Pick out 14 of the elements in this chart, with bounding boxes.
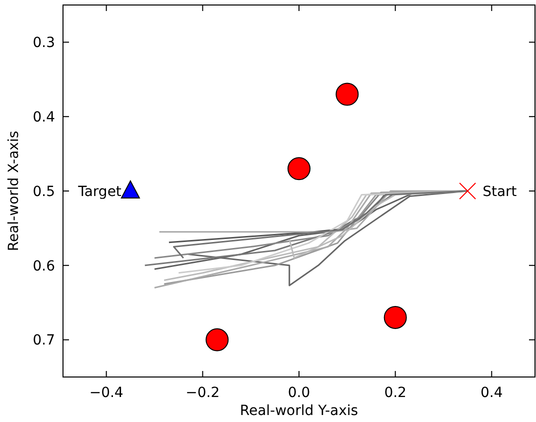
x-axis-title: Real-world Y-axis xyxy=(240,403,358,419)
x-tick-label: 0.4 xyxy=(480,385,503,401)
annotation: Start xyxy=(482,184,518,200)
x-tick-label: 0.0 xyxy=(288,385,310,401)
y-tick-label: 0.6 xyxy=(32,258,56,274)
y-tick-label: 0.5 xyxy=(32,184,55,200)
x-tick-label: −0.2 xyxy=(186,385,220,401)
x-tick-label: 0.2 xyxy=(384,385,406,401)
y-axis-title: Real-world X-axis xyxy=(6,130,22,252)
x-tick-label: −0.4 xyxy=(89,385,124,401)
annotation: Target xyxy=(77,184,122,200)
y-tick-label: 0.4 xyxy=(32,110,56,126)
y-tick-label: 0.3 xyxy=(32,35,55,52)
y-tick-label: 0.7 xyxy=(32,332,55,349)
